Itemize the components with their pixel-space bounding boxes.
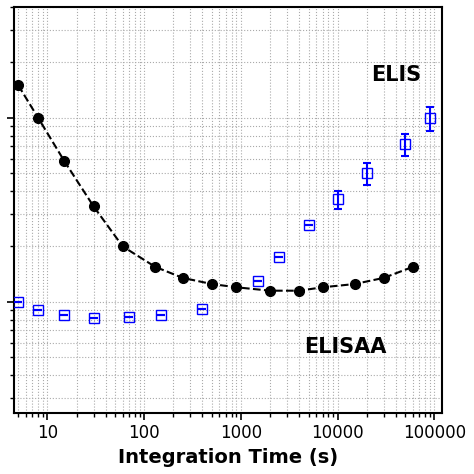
Text: ELIS: ELIS (371, 65, 421, 85)
X-axis label: Integration Time (s): Integration Time (s) (118, 448, 338, 467)
Text: ELISAA: ELISAA (304, 337, 386, 357)
